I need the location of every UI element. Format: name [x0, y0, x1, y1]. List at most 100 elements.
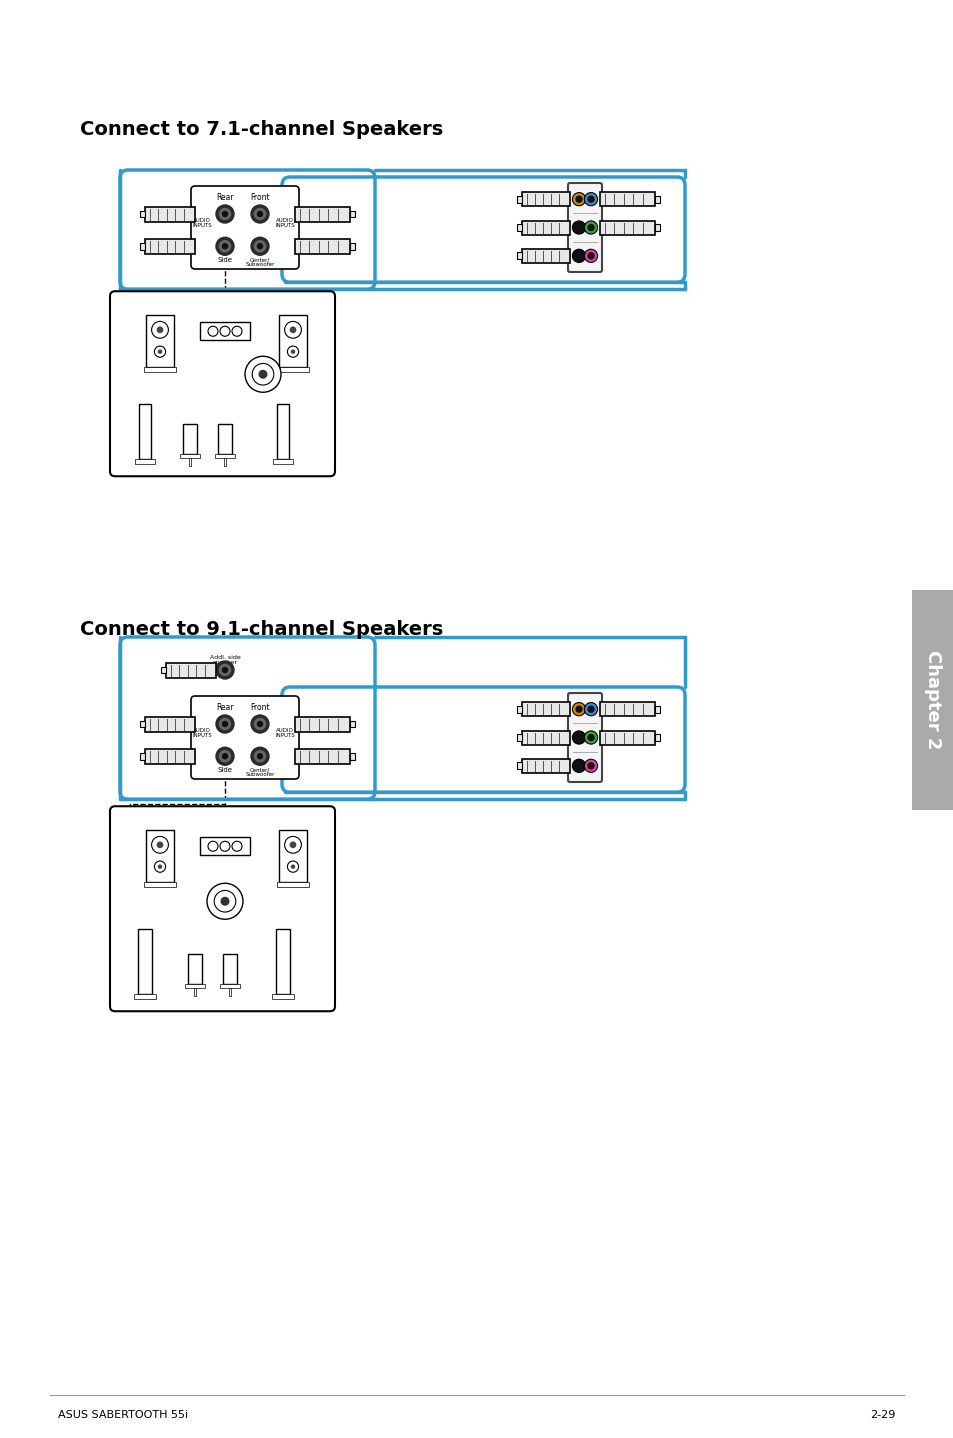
- Bar: [193, 988, 195, 997]
- Bar: [521, 731, 569, 745]
- Circle shape: [584, 731, 597, 743]
- Text: AUDIO
INPUTS: AUDIO INPUTS: [192, 728, 212, 738]
- Bar: [517, 224, 521, 230]
- Bar: [145, 207, 194, 221]
- Bar: [655, 706, 659, 713]
- Bar: [214, 454, 234, 459]
- Text: Side: Side: [217, 257, 233, 263]
- Circle shape: [258, 370, 267, 378]
- Circle shape: [220, 841, 230, 851]
- Bar: [521, 249, 569, 263]
- Circle shape: [251, 206, 269, 223]
- Bar: [200, 322, 250, 341]
- Circle shape: [252, 364, 274, 385]
- Text: ASUS SABERTOOTH 55i: ASUS SABERTOOTH 55i: [58, 1411, 188, 1419]
- Bar: [218, 424, 232, 454]
- Circle shape: [587, 196, 594, 203]
- Bar: [599, 702, 655, 716]
- Text: Front: Front: [250, 703, 270, 712]
- Circle shape: [257, 243, 262, 249]
- Bar: [188, 955, 202, 984]
- Circle shape: [219, 664, 231, 676]
- Bar: [599, 220, 655, 234]
- Circle shape: [572, 731, 585, 743]
- Bar: [278, 315, 307, 367]
- Bar: [517, 735, 521, 741]
- FancyBboxPatch shape: [110, 292, 335, 476]
- Circle shape: [154, 861, 166, 873]
- Bar: [189, 459, 191, 466]
- Bar: [599, 731, 655, 745]
- Text: Center/
Subwoofer: Center/ Subwoofer: [245, 768, 274, 778]
- Text: 2-29: 2-29: [870, 1411, 895, 1419]
- Bar: [278, 830, 307, 883]
- Bar: [133, 994, 156, 999]
- Circle shape: [572, 759, 585, 772]
- Circle shape: [587, 253, 594, 259]
- Text: Addl. side
speaker: Addl. side speaker: [210, 654, 240, 666]
- Bar: [140, 754, 145, 759]
- FancyBboxPatch shape: [567, 183, 601, 272]
- Circle shape: [219, 240, 231, 252]
- Circle shape: [254, 719, 265, 729]
- Bar: [294, 749, 350, 764]
- Bar: [517, 253, 521, 259]
- Circle shape: [222, 754, 227, 759]
- Circle shape: [215, 206, 233, 223]
- FancyBboxPatch shape: [110, 807, 335, 1011]
- Bar: [220, 984, 240, 988]
- Circle shape: [287, 861, 298, 873]
- Bar: [145, 716, 194, 732]
- Circle shape: [157, 864, 162, 869]
- Bar: [517, 197, 521, 203]
- Circle shape: [251, 715, 269, 733]
- Bar: [350, 210, 355, 217]
- Bar: [139, 404, 151, 459]
- Bar: [521, 193, 569, 207]
- Bar: [145, 239, 194, 253]
- Circle shape: [251, 237, 269, 256]
- Bar: [140, 210, 145, 217]
- Circle shape: [215, 661, 233, 679]
- Text: AUDIO
INPUTS: AUDIO INPUTS: [274, 219, 294, 229]
- Bar: [144, 367, 175, 372]
- Circle shape: [254, 240, 265, 252]
- Bar: [229, 988, 231, 997]
- Circle shape: [208, 841, 218, 851]
- Bar: [294, 716, 350, 732]
- Bar: [521, 702, 569, 716]
- Circle shape: [290, 841, 296, 848]
- Text: Connect to 7.1-channel Speakers: Connect to 7.1-channel Speakers: [80, 119, 443, 139]
- Bar: [655, 735, 659, 741]
- Circle shape: [219, 751, 231, 762]
- Bar: [146, 315, 173, 367]
- Bar: [350, 243, 355, 250]
- Bar: [138, 929, 152, 994]
- Bar: [350, 754, 355, 759]
- Bar: [183, 424, 196, 454]
- Circle shape: [576, 224, 581, 230]
- Bar: [276, 404, 289, 459]
- Circle shape: [222, 243, 227, 249]
- Circle shape: [215, 748, 233, 765]
- Circle shape: [222, 667, 227, 673]
- Circle shape: [214, 890, 235, 912]
- Text: AUDIO
INPUTS: AUDIO INPUTS: [274, 728, 294, 738]
- Circle shape: [154, 347, 166, 357]
- Text: Center/
Subwoofer: Center/ Subwoofer: [245, 257, 274, 267]
- Bar: [294, 207, 350, 221]
- Bar: [517, 762, 521, 769]
- Circle shape: [251, 748, 269, 765]
- Circle shape: [232, 841, 242, 851]
- Circle shape: [287, 347, 298, 357]
- Circle shape: [215, 237, 233, 256]
- Bar: [655, 197, 659, 203]
- Bar: [161, 667, 166, 673]
- Circle shape: [291, 864, 294, 869]
- Bar: [180, 454, 200, 459]
- Circle shape: [284, 837, 301, 853]
- Bar: [273, 459, 293, 463]
- Bar: [144, 883, 175, 887]
- Circle shape: [254, 751, 265, 762]
- Circle shape: [156, 326, 163, 334]
